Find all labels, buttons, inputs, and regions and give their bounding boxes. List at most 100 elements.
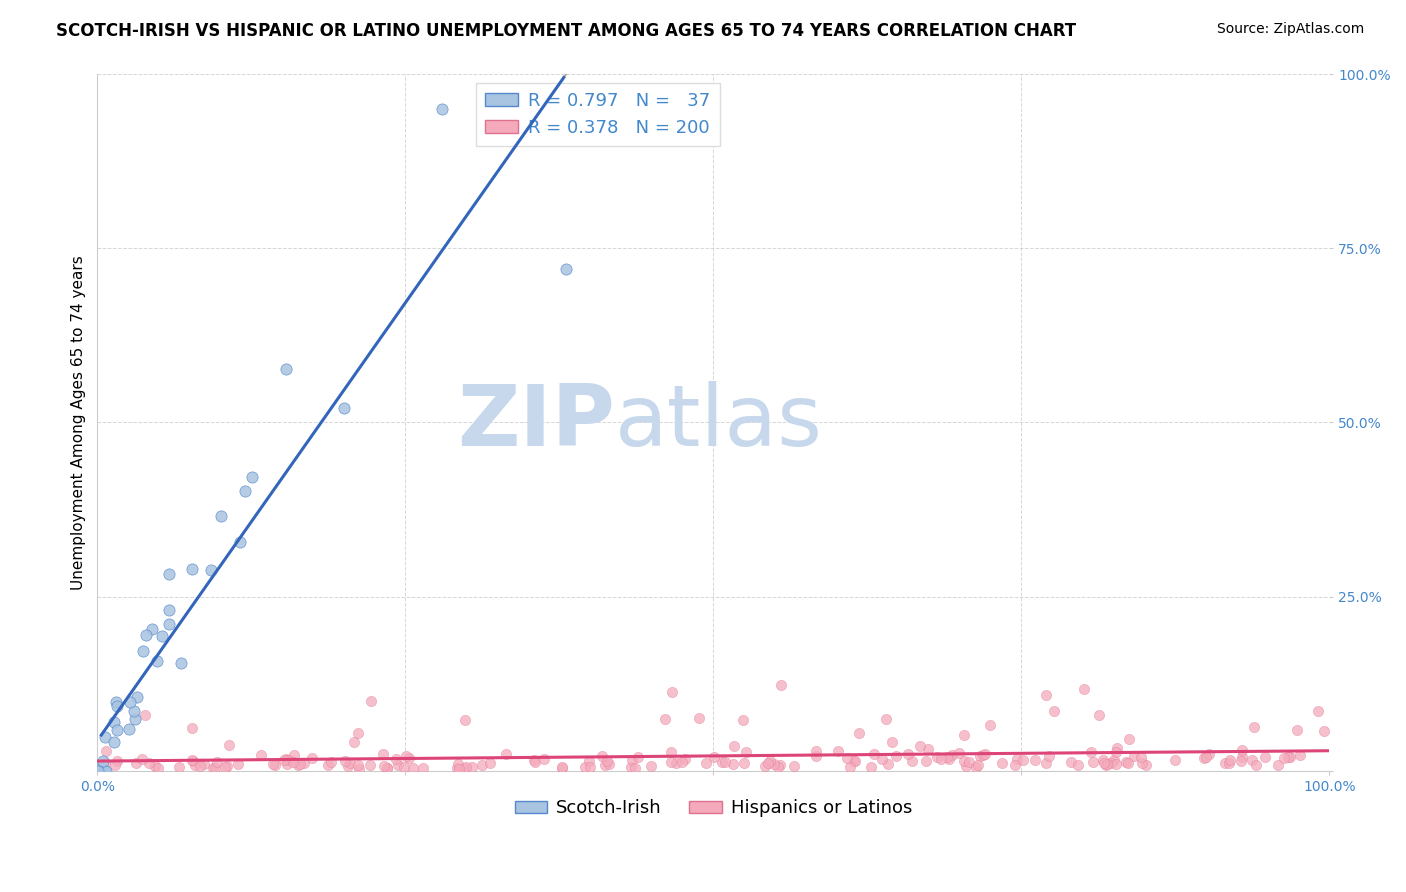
Point	[180, 753, 202, 767]
Point	[375, 761, 398, 775]
Point	[387, 758, 409, 772]
Legend: Scotch-Irish, Hispanics or Latinos: Scotch-Irish, Hispanics or Latinos	[508, 792, 920, 824]
Point	[447, 757, 470, 772]
Point	[965, 759, 987, 773]
Point	[118, 722, 141, 736]
Point	[93, 730, 115, 744]
Point	[1130, 750, 1153, 764]
Point	[735, 745, 758, 759]
Point	[733, 713, 755, 727]
Point	[200, 563, 222, 577]
Point	[1306, 704, 1329, 718]
Point	[371, 747, 394, 761]
Point	[711, 756, 734, 770]
Point	[1219, 753, 1241, 767]
Point	[226, 757, 249, 772]
Point	[454, 713, 477, 727]
Point	[972, 748, 994, 763]
Point	[157, 567, 180, 582]
Point	[1105, 756, 1128, 771]
Point	[769, 678, 792, 692]
Point	[209, 508, 232, 523]
Point	[228, 535, 250, 549]
Point	[1024, 753, 1046, 767]
Point	[1213, 756, 1236, 771]
Point	[1088, 707, 1111, 722]
Point	[204, 761, 226, 775]
Point	[1230, 750, 1253, 764]
Point	[688, 711, 710, 725]
Point	[146, 654, 169, 668]
Point	[107, 699, 129, 714]
Point	[1080, 745, 1102, 759]
Point	[910, 739, 932, 753]
Point	[262, 756, 284, 771]
Point	[1240, 752, 1263, 766]
Point	[105, 754, 128, 768]
Point	[1118, 732, 1140, 747]
Point	[703, 750, 725, 764]
Point	[347, 762, 370, 776]
Point	[1289, 747, 1312, 762]
Point	[917, 741, 939, 756]
Point	[875, 712, 897, 726]
Point	[574, 759, 596, 773]
Text: Source: ZipAtlas.com: Source: ZipAtlas.com	[1216, 22, 1364, 37]
Point	[105, 723, 128, 738]
Point	[201, 761, 224, 775]
Point	[169, 760, 191, 774]
Point	[135, 628, 157, 642]
Point	[332, 401, 354, 416]
Point	[756, 756, 779, 770]
Point	[181, 754, 204, 768]
Point	[1267, 758, 1289, 772]
Point	[578, 754, 600, 768]
Point	[523, 755, 546, 769]
Point	[1043, 704, 1066, 718]
Point	[1243, 720, 1265, 734]
Point	[124, 712, 146, 726]
Point	[621, 753, 644, 767]
Point	[1218, 756, 1240, 771]
Point	[446, 761, 468, 775]
Point	[125, 690, 148, 704]
Point	[1012, 754, 1035, 768]
Point	[842, 754, 865, 768]
Point	[763, 757, 786, 772]
Point	[214, 760, 236, 774]
Point	[659, 756, 682, 770]
Point	[551, 760, 574, 774]
Point	[783, 759, 806, 773]
Point	[1081, 755, 1104, 769]
Point	[188, 759, 211, 773]
Point	[103, 734, 125, 748]
Point	[754, 759, 776, 773]
Point	[1035, 756, 1057, 770]
Point	[654, 712, 676, 726]
Point	[104, 695, 127, 709]
Point	[479, 756, 502, 771]
Point	[316, 758, 339, 772]
Point	[205, 755, 228, 769]
Point	[449, 762, 471, 776]
Point	[1107, 741, 1129, 756]
Point	[624, 761, 647, 775]
Point	[695, 756, 717, 771]
Point	[141, 622, 163, 636]
Y-axis label: Unemployment Among Ages 65 to 74 years: Unemployment Among Ages 65 to 74 years	[72, 255, 86, 590]
Point	[274, 752, 297, 766]
Text: atlas: atlas	[614, 381, 823, 464]
Point	[1244, 758, 1267, 772]
Point	[375, 761, 398, 775]
Point	[1099, 756, 1122, 770]
Point	[402, 761, 425, 775]
Point	[1122, 749, 1144, 764]
Point	[250, 748, 273, 763]
Point	[1060, 756, 1083, 770]
Point	[394, 760, 416, 774]
Point	[1067, 758, 1090, 772]
Point	[292, 756, 315, 770]
Point	[170, 656, 193, 670]
Point	[1194, 750, 1216, 764]
Point	[283, 748, 305, 763]
